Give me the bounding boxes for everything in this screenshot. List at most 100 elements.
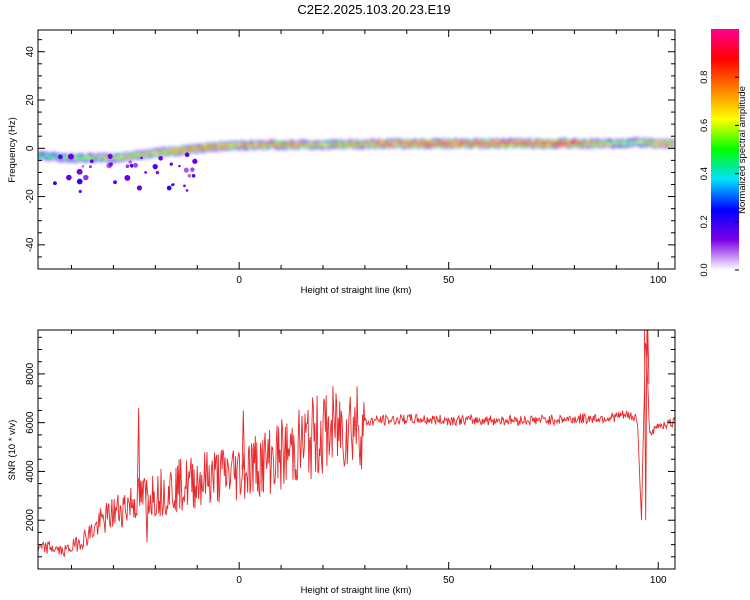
- heatmap-cell: [78, 156, 82, 159]
- heatmap-cell: [38, 153, 40, 156]
- heatmap-cell: [646, 141, 650, 143]
- heatmap-cell: [214, 146, 218, 148]
- heatmap-cell: [143, 153, 147, 157]
- heatmap-cell: [449, 143, 453, 145]
- heatmap-cell: [284, 143, 287, 147]
- heatmap-cell: [325, 143, 329, 146]
- heatmap-cell: [357, 144, 360, 146]
- heatmap-cell: [250, 143, 254, 146]
- heatmap-cell: [217, 144, 220, 148]
- heatmap-cell: [128, 155, 132, 158]
- heatmap-blob: [158, 155, 163, 161]
- heatmap-cell: [131, 155, 134, 157]
- heatmap-cell: [152, 152, 155, 155]
- heatmap-cell: [200, 146, 203, 149]
- heatmap-cell: [101, 156, 105, 159]
- heatmap-cell: [292, 144, 296, 146]
- heatmap-cell: [376, 142, 379, 145]
- heatmap-cell: [638, 142, 641, 144]
- heatmap-cell: [252, 145, 256, 147]
- heatmap-cell: [478, 142, 482, 144]
- heatmap-cell: [87, 156, 90, 159]
- heatmap-cell: [562, 142, 566, 147]
- heatmap-cell: [332, 143, 335, 146]
- heatmap-cell: [422, 142, 425, 144]
- heatmap-cell: [152, 153, 155, 155]
- heatmap-cell: [351, 143, 354, 145]
- heatmap-cell: [520, 143, 524, 145]
- heatmap-cell: [101, 157, 105, 159]
- heatmap-blob: [191, 174, 196, 178]
- heatmap-cell: [369, 143, 373, 145]
- colorbar-tick-label: 0.8: [699, 71, 710, 84]
- heatmap-cell: [120, 154, 124, 158]
- heatmap-cell: [114, 157, 117, 159]
- snr-ytick-label: 4000: [25, 460, 36, 483]
- heatmap-cell: [543, 142, 547, 146]
- heatmap-cell: [451, 142, 455, 145]
- heatmap-cell: [179, 149, 182, 152]
- heatmap-cell: [617, 141, 620, 145]
- heatmap-cell: [460, 142, 463, 144]
- heatmap-blob: [128, 160, 132, 164]
- heatmap-cell: [74, 157, 78, 159]
- heatmap-cell: [200, 147, 203, 150]
- heatmap-cell: [485, 142, 488, 147]
- heatmap-cell: [493, 142, 497, 144]
- heatmap-blob: [169, 162, 173, 166]
- snr-ytick-label: 8000: [25, 362, 36, 385]
- snr-series-line: [38, 330, 675, 557]
- heatmap-cell: [126, 155, 130, 157]
- heatmap-blob: [107, 153, 113, 159]
- heatmap-cell: [315, 143, 319, 146]
- heatmap-cell: [464, 143, 467, 145]
- heatmap-blob: [81, 165, 85, 168]
- heatmap-cell: [657, 142, 660, 146]
- heatmap-cell: [137, 155, 140, 157]
- heatmap-cell: [489, 143, 493, 145]
- heatmap-cell: [89, 158, 92, 160]
- heatmap-cell: [112, 157, 115, 159]
- heatmap-cell: [483, 143, 486, 145]
- heatmap-cell: [445, 140, 449, 145]
- heatmap-cell: [533, 142, 537, 144]
- heatmap-cell: [416, 143, 419, 145]
- heatmap-cell: [640, 140, 643, 144]
- heatmap-cell: [671, 142, 675, 145]
- heatmap-cell: [168, 151, 172, 153]
- heatmap-cell: [428, 142, 432, 144]
- heatmap-cell: [300, 144, 304, 147]
- spectrogram-ridge: [38, 136, 675, 164]
- heatmap-cell: [64, 156, 67, 159]
- heatmap-cell: [596, 142, 599, 144]
- heatmap-blob: [183, 184, 186, 188]
- heatmap-cell: [432, 141, 436, 145]
- heatmap-cell: [346, 144, 350, 146]
- heatmap-cell: [499, 142, 503, 144]
- spectrogram-ytick-label: 0: [25, 145, 36, 151]
- heatmap-cell: [258, 144, 262, 146]
- heatmap-blob: [58, 154, 63, 160]
- heatmap-cell: [51, 155, 55, 157]
- heatmap-cell: [481, 142, 484, 144]
- heatmap-cell: [564, 142, 568, 146]
- spectrogram-plot-area: [38, 30, 675, 269]
- heatmap-cell: [288, 143, 291, 148]
- heatmap-cell: [434, 142, 438, 144]
- heatmap-cell: [468, 142, 472, 145]
- heatmap-cell: [539, 142, 543, 144]
- heatmap-cell: [550, 142, 553, 144]
- heatmap-cell: [235, 144, 239, 146]
- spectrogram-xtick-label: 50: [443, 275, 455, 286]
- heatmap-cell: [162, 151, 166, 153]
- spectrogram-xlabel: Height of straight line (km): [301, 285, 412, 296]
- heatmap-cell: [455, 142, 459, 145]
- heatmap-cell: [638, 140, 641, 143]
- heatmap-cell: [112, 155, 115, 159]
- heatmap-blob: [144, 171, 148, 174]
- heatmap-cell: [265, 143, 268, 146]
- heatmap-cell: [204, 145, 208, 149]
- heatmap-cell: [579, 142, 583, 144]
- heatmap-cell: [501, 142, 505, 144]
- heatmap-cell: [66, 157, 69, 159]
